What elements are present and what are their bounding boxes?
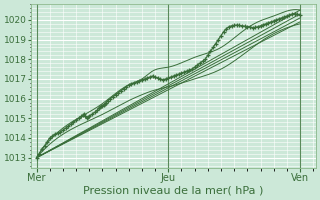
X-axis label: Pression niveau de la mer( hPa ): Pression niveau de la mer( hPa ) [84, 186, 264, 196]
